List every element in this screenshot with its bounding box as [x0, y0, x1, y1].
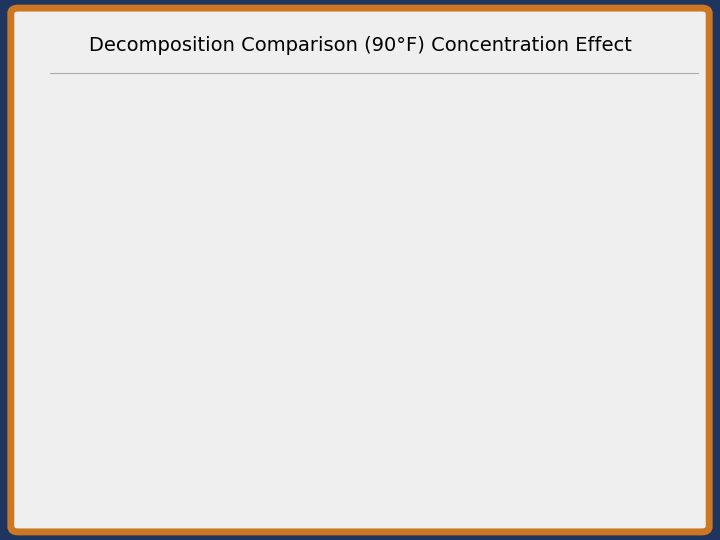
13% — [503, 418, 512, 425]
Line: 10%: 10% — [83, 283, 601, 422]
10% — [585, 416, 593, 422]
13% — [585, 450, 593, 457]
Text: Half-life = 48.5 days
t=60 days, 43% original concentration: Half-life = 48.5 days t=60 days, 43% ori… — [256, 303, 471, 325]
Line: 13%: 13% — [83, 166, 601, 458]
Legend: 13%, 10%: 13%, 10% — [522, 253, 595, 295]
13% — [387, 366, 396, 372]
10% — [503, 397, 512, 404]
13% — [359, 351, 368, 357]
13% — [328, 334, 336, 341]
13% — [78, 163, 87, 169]
10% — [597, 418, 606, 425]
10% — [325, 353, 333, 360]
10% — [387, 369, 396, 376]
13% — [597, 455, 606, 461]
10% — [78, 280, 87, 286]
10% — [328, 354, 336, 360]
Text: Half-life = 94.7 days
t=60 days, 60% original concentration: Half-life = 94.7 days t=60 days, 60% ori… — [143, 403, 359, 424]
13% — [325, 332, 333, 339]
Text: Decomposition Comparison (90°F) Concentration Effect: Decomposition Comparison (90°F) Concentr… — [89, 36, 631, 56]
10% — [359, 362, 368, 369]
Y-axis label: Wt% NaOCl: Wt% NaOCl — [9, 258, 24, 347]
X-axis label: Days: Days — [321, 505, 363, 521]
